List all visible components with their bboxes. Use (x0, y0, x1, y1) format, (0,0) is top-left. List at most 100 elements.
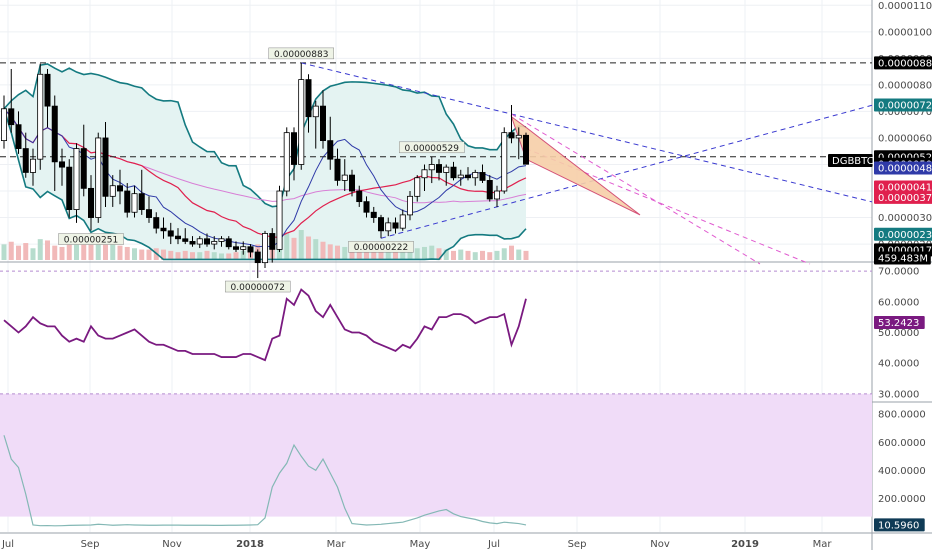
candle[interactable] (66, 166, 73, 210)
candle[interactable] (341, 174, 348, 181)
price-tag: 0.00000237 (874, 227, 932, 241)
time-tick: May (410, 539, 431, 550)
candle[interactable] (457, 174, 464, 179)
candle[interactable] (240, 246, 247, 250)
candle[interactable] (211, 241, 218, 245)
candle[interactable] (363, 201, 370, 213)
candle[interactable] (109, 185, 116, 197)
candle[interactable] (298, 79, 305, 165)
candle[interactable] (218, 238, 225, 242)
candle[interactable] (464, 174, 471, 179)
candle[interactable] (392, 222, 399, 229)
candle[interactable] (276, 190, 283, 250)
candle[interactable] (232, 246, 239, 250)
candle[interactable] (370, 211, 377, 218)
candle[interactable] (44, 73, 51, 107)
candle[interactable] (261, 233, 268, 264)
forecast-wedge (510, 115, 641, 216)
candle[interactable] (385, 222, 392, 232)
candle[interactable] (182, 238, 189, 242)
volume-bar (59, 246, 65, 260)
candle[interactable] (131, 193, 138, 213)
volume-bar (66, 243, 72, 260)
candle[interactable] (334, 158, 341, 181)
candle[interactable] (88, 187, 95, 218)
candle[interactable] (189, 241, 196, 245)
price-tag-bg (874, 190, 932, 204)
symbol-tag-text: DGBBTC (832, 156, 874, 167)
candle[interactable] (203, 238, 210, 245)
volume-bar (494, 250, 500, 260)
candle[interactable] (406, 195, 413, 216)
candle[interactable] (167, 230, 174, 237)
candle[interactable] (153, 217, 160, 229)
volume-bar (342, 246, 348, 260)
candle[interactable] (443, 166, 450, 173)
candle[interactable] (22, 148, 29, 173)
candle[interactable] (95, 137, 102, 218)
candle[interactable] (486, 180, 493, 200)
candle[interactable] (283, 132, 290, 192)
candle[interactable] (479, 172, 486, 181)
time-tick: Sep (568, 539, 587, 550)
rsi-pane[interactable] (0, 270, 872, 517)
candle[interactable] (174, 235, 181, 240)
candle[interactable] (254, 251, 261, 264)
price-label-box (268, 47, 334, 60)
candle[interactable] (312, 105, 319, 118)
candle[interactable] (138, 193, 145, 210)
candle[interactable] (356, 190, 363, 203)
candle[interactable] (73, 148, 80, 210)
symbol-tag: DGBBTC (828, 154, 874, 168)
candle[interactable] (290, 132, 297, 165)
candle[interactable] (102, 137, 109, 197)
candle[interactable] (472, 172, 479, 179)
candle[interactable] (450, 166, 457, 179)
candle[interactable] (80, 148, 87, 189)
candle[interactable] (29, 158, 36, 173)
candle[interactable] (124, 190, 131, 213)
candle[interactable] (51, 105, 58, 163)
candle[interactable] (348, 174, 355, 192)
volume-bar (356, 249, 362, 260)
candle[interactable] (160, 227, 167, 232)
volume-bar (1, 244, 7, 260)
trendline-pink-b (525, 148, 811, 265)
candle[interactable] (399, 214, 406, 229)
candle[interactable] (15, 124, 22, 149)
candle[interactable] (377, 217, 384, 232)
candle[interactable] (421, 169, 428, 179)
candle[interactable] (508, 132, 515, 139)
candle[interactable] (269, 233, 276, 250)
candle[interactable] (117, 185, 124, 192)
volume-bar (8, 241, 14, 260)
candle[interactable] (145, 209, 152, 218)
candle[interactable] (501, 132, 508, 192)
candle[interactable] (247, 246, 254, 253)
candle[interactable] (414, 177, 421, 197)
candle[interactable] (523, 134, 530, 165)
rsi-tick: 60.0000 (878, 297, 919, 308)
candle[interactable] (8, 108, 15, 126)
rsi-tick: 30.0000 (878, 389, 919, 400)
candle[interactable] (59, 161, 66, 168)
candle[interactable] (515, 134, 522, 139)
candle[interactable] (493, 190, 500, 200)
candle[interactable] (327, 140, 334, 160)
volume-bar (306, 236, 311, 260)
volume-bar (204, 250, 210, 260)
candle[interactable] (225, 238, 232, 248)
volume-bar (480, 250, 485, 260)
candle[interactable] (435, 164, 442, 173)
symbol-tag-bg (828, 154, 873, 168)
price-pane[interactable]: 0.00000883 0.00000529 0.00000251 0.00000222… (0, 47, 873, 293)
candle[interactable] (428, 164, 435, 171)
candle[interactable] (305, 79, 312, 118)
candle[interactable] (319, 105, 326, 142)
candle[interactable] (196, 238, 203, 245)
candle[interactable] (0, 108, 7, 142)
candle[interactable] (37, 73, 44, 160)
oscillator-pane[interactable] (3, 435, 527, 527)
